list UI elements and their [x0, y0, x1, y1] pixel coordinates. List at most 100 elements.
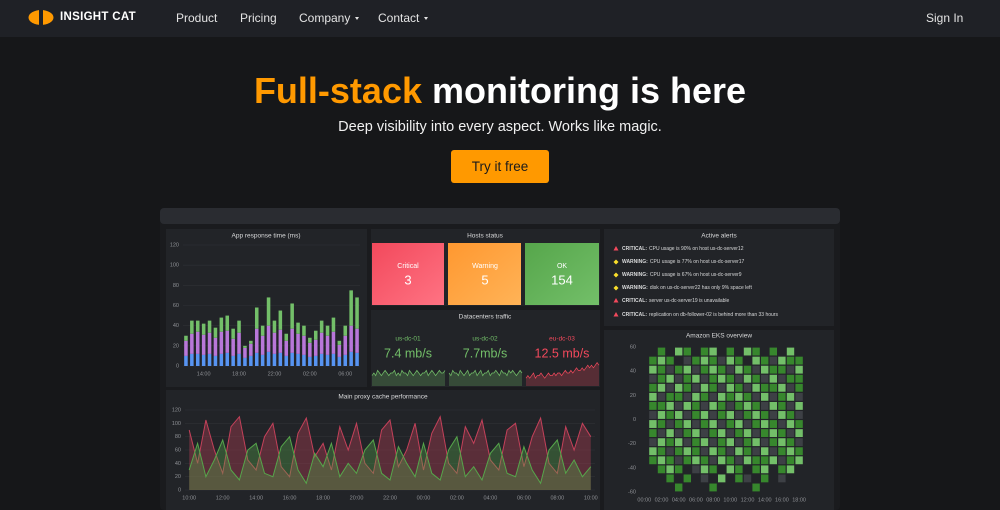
heatmap-cell — [700, 392, 709, 401]
bar-segment — [325, 335, 330, 355]
status-value: 5 — [481, 272, 488, 287]
alert: CRITICAL: CPU usage is 90% on host us-dc-… — [622, 246, 744, 252]
heatmap-cell — [649, 392, 657, 401]
heatmap-cell — [752, 347, 760, 356]
heatmap-cell — [795, 374, 803, 383]
heatmap-cell — [649, 483, 657, 492]
nav-link[interactable]: Product — [176, 11, 218, 25]
bar-segment — [225, 330, 230, 353]
heatmap-cell — [726, 392, 734, 401]
heatmap-cell — [692, 365, 700, 374]
bar-segment — [254, 328, 259, 353]
heatmap-cell — [649, 456, 657, 465]
y-tick-label: 40 — [173, 323, 179, 329]
bar-segment — [237, 320, 241, 333]
heatmap-cell — [692, 383, 700, 392]
bar-segment — [319, 353, 324, 366]
heatmap-cell — [709, 401, 717, 410]
logo[interactable] — [28, 9, 56, 27]
heatmap-cell — [778, 447, 786, 456]
heatmap-cell — [700, 411, 709, 419]
heatmap-cell — [795, 474, 803, 483]
warning-icon — [613, 259, 619, 265]
brand[interactable]: INSIGHT CAT — [60, 11, 136, 23]
x-tick-label: 14:00 — [758, 497, 772, 503]
heatmap-cell — [752, 438, 760, 447]
bar-segment — [302, 325, 306, 336]
heatmap-cell — [666, 438, 674, 447]
heatmap-cell — [795, 411, 803, 419]
heatmap-cell — [735, 401, 743, 410]
heatmap-cell — [640, 374, 648, 383]
y-tick-label: 100 — [172, 421, 181, 427]
heatmap-cell — [778, 474, 786, 483]
heatmap-cell — [692, 401, 700, 410]
heatmap-cell — [649, 438, 657, 447]
heatmap-cell — [761, 411, 769, 419]
heatmap-cell — [786, 374, 795, 383]
heatmap-cell — [735, 474, 743, 483]
heatmap-cell — [683, 465, 691, 474]
heatmap-cell — [761, 429, 769, 438]
heatmap-cell — [649, 447, 657, 456]
heatmap-cell — [804, 429, 812, 438]
bar-segment — [355, 352, 359, 366]
heatmap-cell — [786, 383, 795, 392]
alert-message: replication on db-follower-02 is behind … — [649, 312, 778, 318]
x-tick-label: 14:00 — [249, 495, 263, 501]
heatmap-cell — [700, 474, 709, 483]
heatmap-cell — [657, 356, 666, 365]
heatmap-cell — [700, 483, 709, 492]
y-tick-label: -60 — [628, 489, 636, 495]
heatmap-cell — [709, 456, 717, 465]
panel-title: Datacenters traffic — [459, 314, 512, 321]
nav-link[interactable]: Contact — [378, 11, 429, 25]
dashboard-toolbar — [160, 208, 840, 224]
bar-segment — [278, 352, 283, 366]
heatmap-cell — [778, 438, 786, 447]
heatmap-cell — [709, 447, 717, 456]
y-tick-label: 0 — [178, 487, 181, 493]
nav-link[interactable]: Company — [299, 11, 360, 25]
heatmap-cell — [743, 347, 752, 356]
heatmap-cell — [795, 383, 803, 392]
heatmap-cell — [640, 474, 648, 483]
series-line — [188, 415, 592, 478]
heatmap-cell — [743, 365, 752, 374]
sign-in[interactable]: Sign In — [926, 11, 964, 25]
nav-link[interactable]: Pricing — [240, 11, 277, 25]
bar-segment — [296, 333, 300, 354]
heatmap-cell — [683, 438, 691, 447]
heatmap-cell — [743, 411, 752, 419]
bar-segment — [190, 353, 194, 366]
heatmap-cell — [752, 411, 760, 419]
heatmap-cell — [675, 365, 683, 374]
heatmap-cell — [675, 447, 683, 456]
heatmap-cell — [761, 392, 769, 401]
heatmap-cell — [735, 411, 743, 419]
x-tick-label: 08:00 — [706, 497, 720, 503]
heatmap-cell — [640, 429, 648, 438]
heatmap-cell — [709, 438, 717, 447]
heatmap-cell — [786, 356, 795, 365]
x-tick-label: 18:00 — [792, 497, 806, 503]
cta-button[interactable]: Try it free — [451, 150, 549, 183]
heatmap-cell — [786, 483, 795, 492]
nav-bar: INSIGHT CAT Product Pricing Company Cont… — [0, 0, 1000, 37]
heatmap-cell — [804, 474, 812, 483]
x-tick-label: 10:00 — [723, 497, 737, 503]
x-tick-label: 04:00 — [484, 495, 498, 501]
critical-icon — [613, 298, 619, 303]
heatmap-cell — [743, 374, 752, 383]
bar-segment — [343, 335, 348, 355]
heatmap-cell — [752, 474, 760, 483]
heatmap-cell — [743, 356, 752, 365]
heatmap-cell — [795, 447, 803, 456]
heatmap-cell — [666, 356, 674, 365]
heatmap-cell — [761, 483, 769, 492]
heatmap-cell — [657, 420, 666, 428]
heatmap-cell — [795, 420, 803, 428]
heatmap-cell — [692, 374, 700, 383]
y-tick-label: 80 — [175, 434, 181, 440]
heatmap-cell — [666, 474, 674, 483]
